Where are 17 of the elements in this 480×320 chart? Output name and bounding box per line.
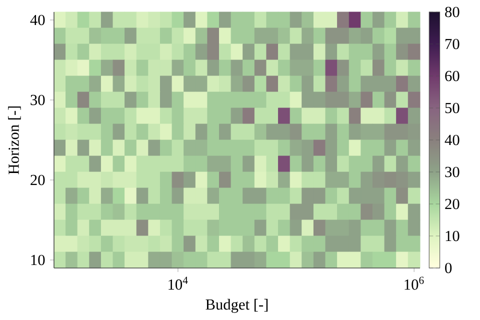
color-bar-label: 10 <box>446 230 460 242</box>
y-tick-label: 40 <box>30 14 45 26</box>
color-bar-label: 40 <box>444 134 460 146</box>
color-bar-label: 50 <box>445 102 460 114</box>
x-axis-title: Budget [-] <box>206 298 268 313</box>
color-bar-label: 20 <box>445 198 460 210</box>
y-tick-label: 30 <box>30 94 45 106</box>
color-bar-label: 70 <box>446 38 460 50</box>
x-tick-label: 10$^{6}$ <box>404 276 424 290</box>
x-tick-label: 10$^{4}$ <box>168 276 188 290</box>
color-bar-label: 80 <box>445 6 460 18</box>
color-bar-label: 0 <box>445 262 452 274</box>
y-tick-label: 20 <box>30 174 45 186</box>
y-tick-label: 10 <box>31 254 45 266</box>
color-bar-label: 60 <box>445 70 460 82</box>
color-bar-label: 30 <box>445 166 460 178</box>
y-axis-title: Horizon [-] <box>8 106 21 174</box>
